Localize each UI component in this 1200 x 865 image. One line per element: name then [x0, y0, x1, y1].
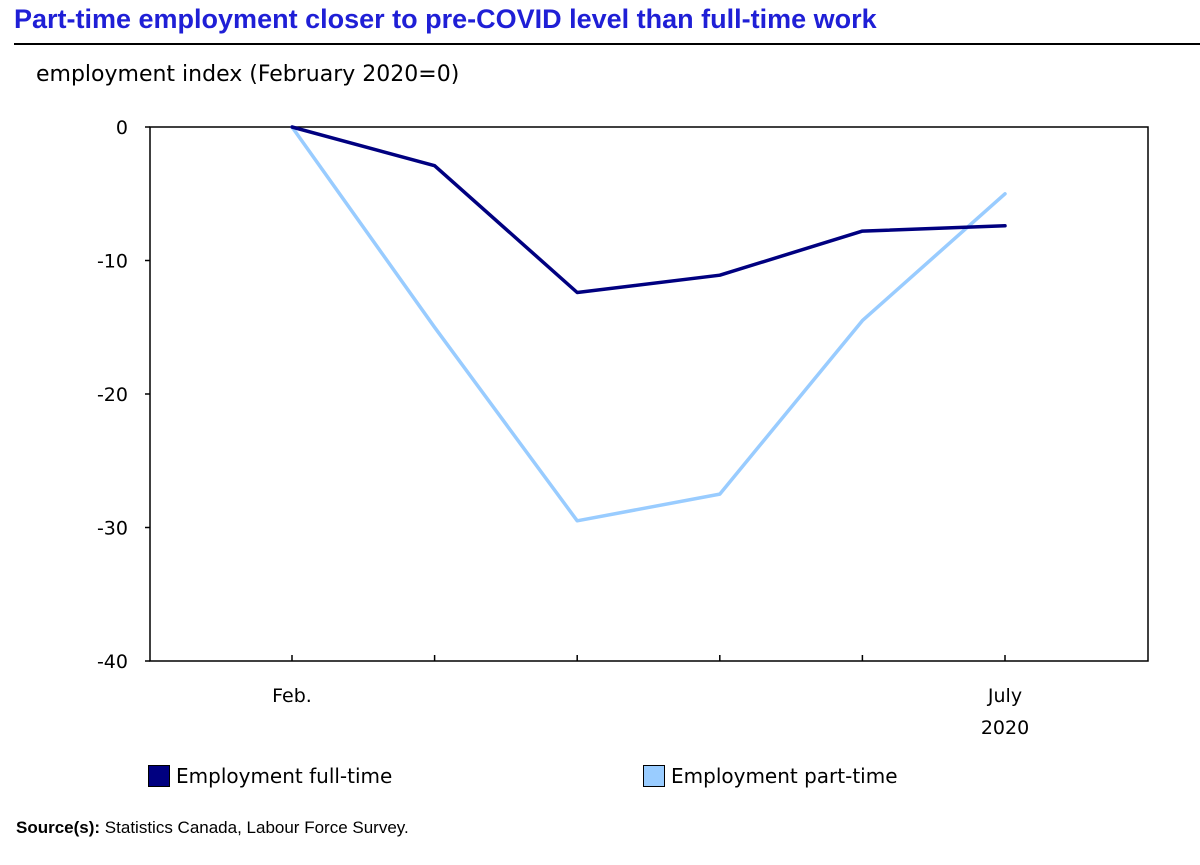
y-tick-label: -20	[97, 384, 128, 406]
x-tick-label: July	[987, 685, 1022, 707]
plot-area-frame	[149, 126, 1149, 662]
title-divider	[14, 43, 1200, 45]
legend-label-full-time: Employment full-time	[176, 764, 393, 788]
y-axis-label: employment index (February 2020=0)	[36, 62, 460, 87]
x-tick-label: Feb.	[272, 685, 312, 707]
source-note: Source(s): Statistics Canada, Labour For…	[16, 818, 409, 838]
y-tick-label: 0	[116, 117, 128, 139]
chart-title: Part-time employment closer to pre-COVID…	[14, 4, 877, 34]
series-line-employment-part-time	[290, 125, 1007, 523]
legend-swatch-full-time	[148, 765, 170, 787]
legend-label-part-time: Employment part-time	[671, 764, 898, 788]
legend-swatch-part-time	[643, 765, 665, 787]
y-tick-label: -40	[97, 651, 128, 673]
legend-item-part-time: Employment part-time	[643, 762, 898, 790]
series-line-employment-full-time	[290, 125, 1007, 295]
source-text: Statistics Canada, Labour Force Survey.	[100, 818, 409, 837]
legend-item-full-time: Employment full-time	[148, 762, 392, 790]
y-tick-label: -30	[97, 518, 128, 540]
x-year-label: 2020	[981, 717, 1029, 739]
y-tick-label: -10	[97, 251, 128, 273]
source-label: Source(s):	[16, 818, 101, 837]
